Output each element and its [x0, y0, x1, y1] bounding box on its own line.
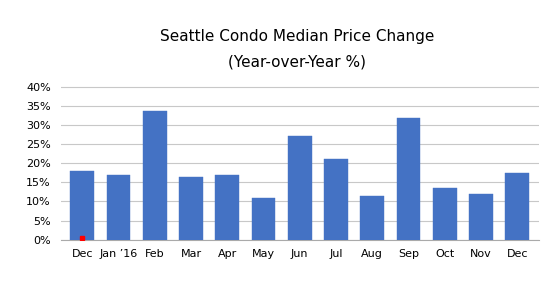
Bar [469, 194, 493, 240]
Text: (Year-over-Year %): (Year-over-Year %) [228, 54, 366, 70]
Bar [505, 173, 529, 240]
Bar [107, 175, 130, 240]
Bar [143, 111, 167, 240]
Text: Seattle Condo Median Price Change: Seattle Condo Median Price Change [160, 29, 434, 44]
Bar [288, 136, 311, 240]
Bar [179, 177, 203, 240]
Bar [397, 118, 420, 240]
Bar [70, 171, 94, 240]
Bar [252, 198, 276, 240]
Bar [433, 188, 456, 240]
Bar [324, 159, 348, 240]
Bar [216, 175, 239, 240]
Bar [360, 196, 384, 240]
